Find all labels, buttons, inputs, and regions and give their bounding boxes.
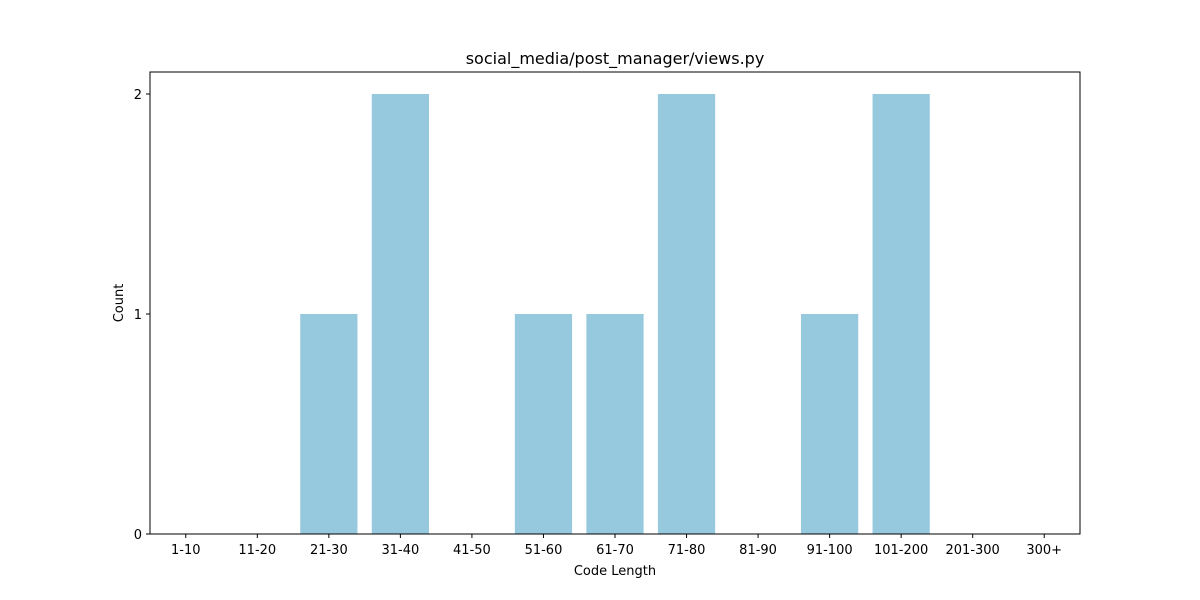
chart-title: social_media/post_manager/views.py <box>466 49 765 69</box>
x-tick-label: 11-20 <box>238 543 276 558</box>
bar-91-100 <box>801 314 859 534</box>
x-tick-label: 21-30 <box>310 543 348 558</box>
x-axis-label: Code Length <box>574 564 656 579</box>
x-tick-label: 81-90 <box>739 543 777 558</box>
bar-51-60 <box>514 314 573 534</box>
y-tick-label: 0 <box>134 528 142 543</box>
x-tick-label: 31-40 <box>381 543 419 558</box>
bar-101-200 <box>872 94 930 534</box>
x-ticks: 1-10 11-20 21-30 31-40 41-50 51-60 61-70 71-80 8… <box>171 534 1062 558</box>
x-tick-label: 91-100 <box>807 543 853 558</box>
y-ticks: 0 1 2 <box>134 88 150 543</box>
x-tick-label: 41-50 <box>453 543 491 558</box>
y-axis-label: Count <box>112 284 127 323</box>
x-tick-label: 300+ <box>1026 543 1062 558</box>
bar-61-70 <box>586 314 644 534</box>
x-tick-label: 1-10 <box>171 543 201 558</box>
bars <box>300 94 930 534</box>
x-tick-label: 51-60 <box>525 543 563 558</box>
x-tick-label: 101-200 <box>874 543 928 558</box>
bar-31-40 <box>371 94 429 534</box>
y-tick-label: 2 <box>134 88 142 103</box>
y-tick-label: 1 <box>134 308 142 323</box>
x-tick-label: 71-80 <box>668 543 706 558</box>
x-tick-label: 201-300 <box>946 543 1000 558</box>
bar-71-80 <box>657 94 716 534</box>
x-tick-label: 61-70 <box>596 543 634 558</box>
bar-21-30 <box>300 314 358 534</box>
